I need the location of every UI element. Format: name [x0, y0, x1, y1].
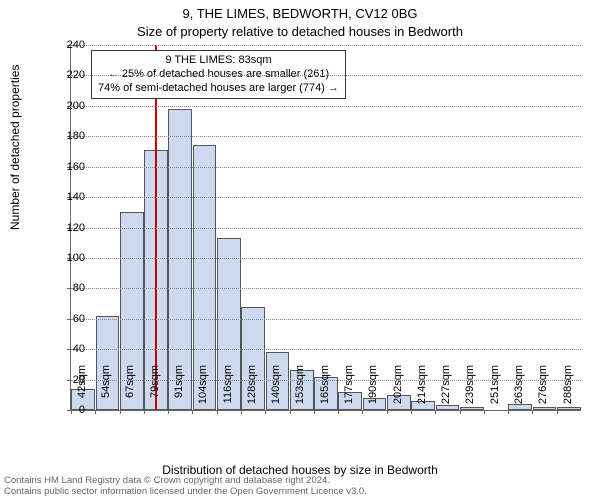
grid-line — [71, 349, 581, 350]
grid-line — [71, 167, 581, 168]
x-tick-label: 177sqm — [343, 365, 355, 415]
x-tick-label: 276sqm — [537, 365, 549, 415]
y-tick-label: 20 — [45, 374, 85, 386]
x-tick-mark — [435, 410, 436, 414]
x-tick-mark — [314, 410, 315, 414]
y-tick-label: 100 — [45, 252, 85, 264]
x-tick-label: 190sqm — [367, 365, 379, 415]
y-tick-label: 220 — [45, 69, 85, 81]
y-tick-label: 160 — [45, 161, 85, 173]
grid-line — [71, 319, 581, 320]
grid-line — [71, 288, 581, 289]
x-tick-label: 214sqm — [416, 365, 428, 415]
x-tick-mark — [144, 410, 145, 414]
y-tick-label: 120 — [45, 222, 85, 234]
x-tick-label: 227sqm — [440, 365, 452, 415]
x-tick-mark — [387, 410, 388, 414]
annotation-line1: 9 THE LIMES: 83sqm — [98, 54, 339, 68]
y-tick-label: 40 — [45, 343, 85, 355]
chart-container: 9, THE LIMES, BEDWORTH, CV12 0BG Size of… — [0, 0, 600, 500]
x-tick-mark — [95, 410, 96, 414]
grid-line — [71, 106, 581, 107]
x-tick-label: 67sqm — [124, 365, 136, 415]
x-tick-mark — [192, 410, 193, 414]
x-tick-mark — [265, 410, 266, 414]
x-tick-mark — [362, 410, 363, 414]
footer-line2: Contains public sector information licen… — [4, 487, 596, 498]
x-tick-mark — [484, 410, 485, 414]
x-tick-mark — [168, 410, 169, 414]
x-tick-label: 104sqm — [197, 365, 209, 415]
x-tick-label: 153sqm — [294, 365, 306, 415]
x-tick-mark — [241, 410, 242, 414]
x-tick-label: 140sqm — [270, 365, 282, 415]
x-tick-mark — [460, 410, 461, 414]
x-tick-mark — [411, 410, 412, 414]
x-tick-label: 263sqm — [513, 365, 525, 415]
y-tick-label: 200 — [45, 100, 85, 112]
y-axis-label: Number of detached properties — [8, 65, 22, 230]
x-tick-label: 202sqm — [392, 365, 404, 415]
x-tick-mark — [508, 410, 509, 414]
x-tick-mark — [557, 410, 558, 414]
y-tick-label: 240 — [45, 39, 85, 51]
x-tick-mark — [338, 410, 339, 414]
x-tick-label: 251sqm — [489, 365, 501, 415]
y-tick-label: 180 — [45, 130, 85, 142]
grid-line — [71, 258, 581, 259]
x-tick-label: 288sqm — [562, 365, 574, 415]
x-tick-mark — [217, 410, 218, 414]
x-tick-label: 239sqm — [464, 365, 476, 415]
x-tick-mark — [290, 410, 291, 414]
grid-line — [71, 136, 581, 137]
x-tick-label: 165sqm — [319, 365, 331, 415]
footer-note: Contains HM Land Registry data © Crown c… — [4, 476, 596, 498]
x-tick-label: 79sqm — [149, 365, 161, 415]
x-tick-label: 91sqm — [173, 365, 185, 415]
y-tick-label: 80 — [45, 282, 85, 294]
x-tick-label: 128sqm — [246, 365, 258, 415]
annotation-line3: 74% of semi-detached houses are larger (… — [98, 82, 339, 96]
y-tick-label: 60 — [45, 313, 85, 325]
x-tick-mark — [532, 410, 533, 414]
plot-area: 9 THE LIMES: 83sqm ← 25% of detached hou… — [70, 45, 581, 411]
x-tick-label: 54sqm — [100, 365, 112, 415]
title-sub: Size of property relative to detached ho… — [0, 24, 600, 39]
grid-line — [71, 75, 581, 76]
title-main: 9, THE LIMES, BEDWORTH, CV12 0BG — [0, 6, 600, 21]
x-tick-label: 116sqm — [222, 365, 234, 415]
y-tick-label: 0 — [45, 404, 85, 416]
y-tick-label: 140 — [45, 191, 85, 203]
grid-line — [71, 228, 581, 229]
x-tick-mark — [120, 410, 121, 414]
grid-line — [71, 197, 581, 198]
grid-line — [71, 45, 581, 46]
